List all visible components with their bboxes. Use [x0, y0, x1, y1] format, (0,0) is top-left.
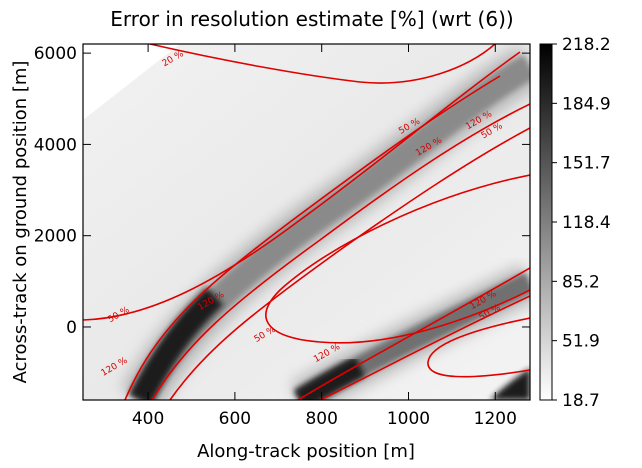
contour-50-lower-loop	[265, 174, 530, 344]
contour-120-upper-a	[124, 75, 501, 400]
band-lower-dark	[294, 356, 365, 400]
x-axis-label: Along-track position [m]	[197, 441, 415, 462]
x-tick-label: 1000	[387, 409, 430, 429]
contour-120-lower-b	[319, 295, 530, 400]
colorbar-tick-label: 118.4	[562, 213, 611, 233]
y-tick-label: 6000	[34, 44, 77, 64]
contour-20-top	[149, 44, 496, 84]
contour-50-upper-outer	[83, 51, 521, 321]
colorbar-tick-label: 51.9	[562, 332, 600, 352]
contour-120-lower-a	[297, 267, 530, 400]
plot-frame	[82, 43, 531, 401]
colorbar	[539, 43, 553, 401]
x-tick-label: 600	[219, 409, 251, 429]
contour-50-upper-inner	[169, 127, 530, 400]
y-tick-label: 2000	[34, 227, 77, 247]
colorbar-tick-label: 151.7	[562, 154, 611, 174]
contour-lines	[83, 44, 530, 400]
x-tick-label: 800	[305, 409, 337, 429]
band-upper-dark	[129, 287, 224, 400]
chart-title: Error in resolution estimate [%] (wrt (6…	[110, 7, 513, 31]
y-axis-ticks: 0 2000 4000 6000	[34, 44, 530, 338]
band-corner	[490, 368, 530, 400]
heatmap-area	[83, 44, 530, 400]
y-tick-label: 4000	[34, 135, 77, 155]
colorbar-ticks: 218.2 184.9 151.7 118.4 85.2 51.9 18.7	[552, 35, 611, 411]
y-tick-label: 0	[66, 318, 77, 338]
x-tick-label: 1200	[474, 409, 517, 429]
x-axis-ticks: 400 600 800 1000 1200	[132, 44, 517, 429]
colorbar-tick-label: 18.7	[562, 391, 600, 411]
contour-120-upper-b	[151, 103, 530, 400]
colorbar-tick-label: 85.2	[562, 272, 600, 292]
y-axis-label: Across-track on ground position [m]	[10, 61, 31, 384]
contour-50-lower-right	[427, 317, 530, 378]
heatmap-halo	[83, 44, 180, 120]
x-tick-label: 400	[132, 409, 164, 429]
colorbar-tick-label: 218.2	[562, 35, 611, 55]
colorbar-tick-label: 184.9	[562, 94, 611, 114]
